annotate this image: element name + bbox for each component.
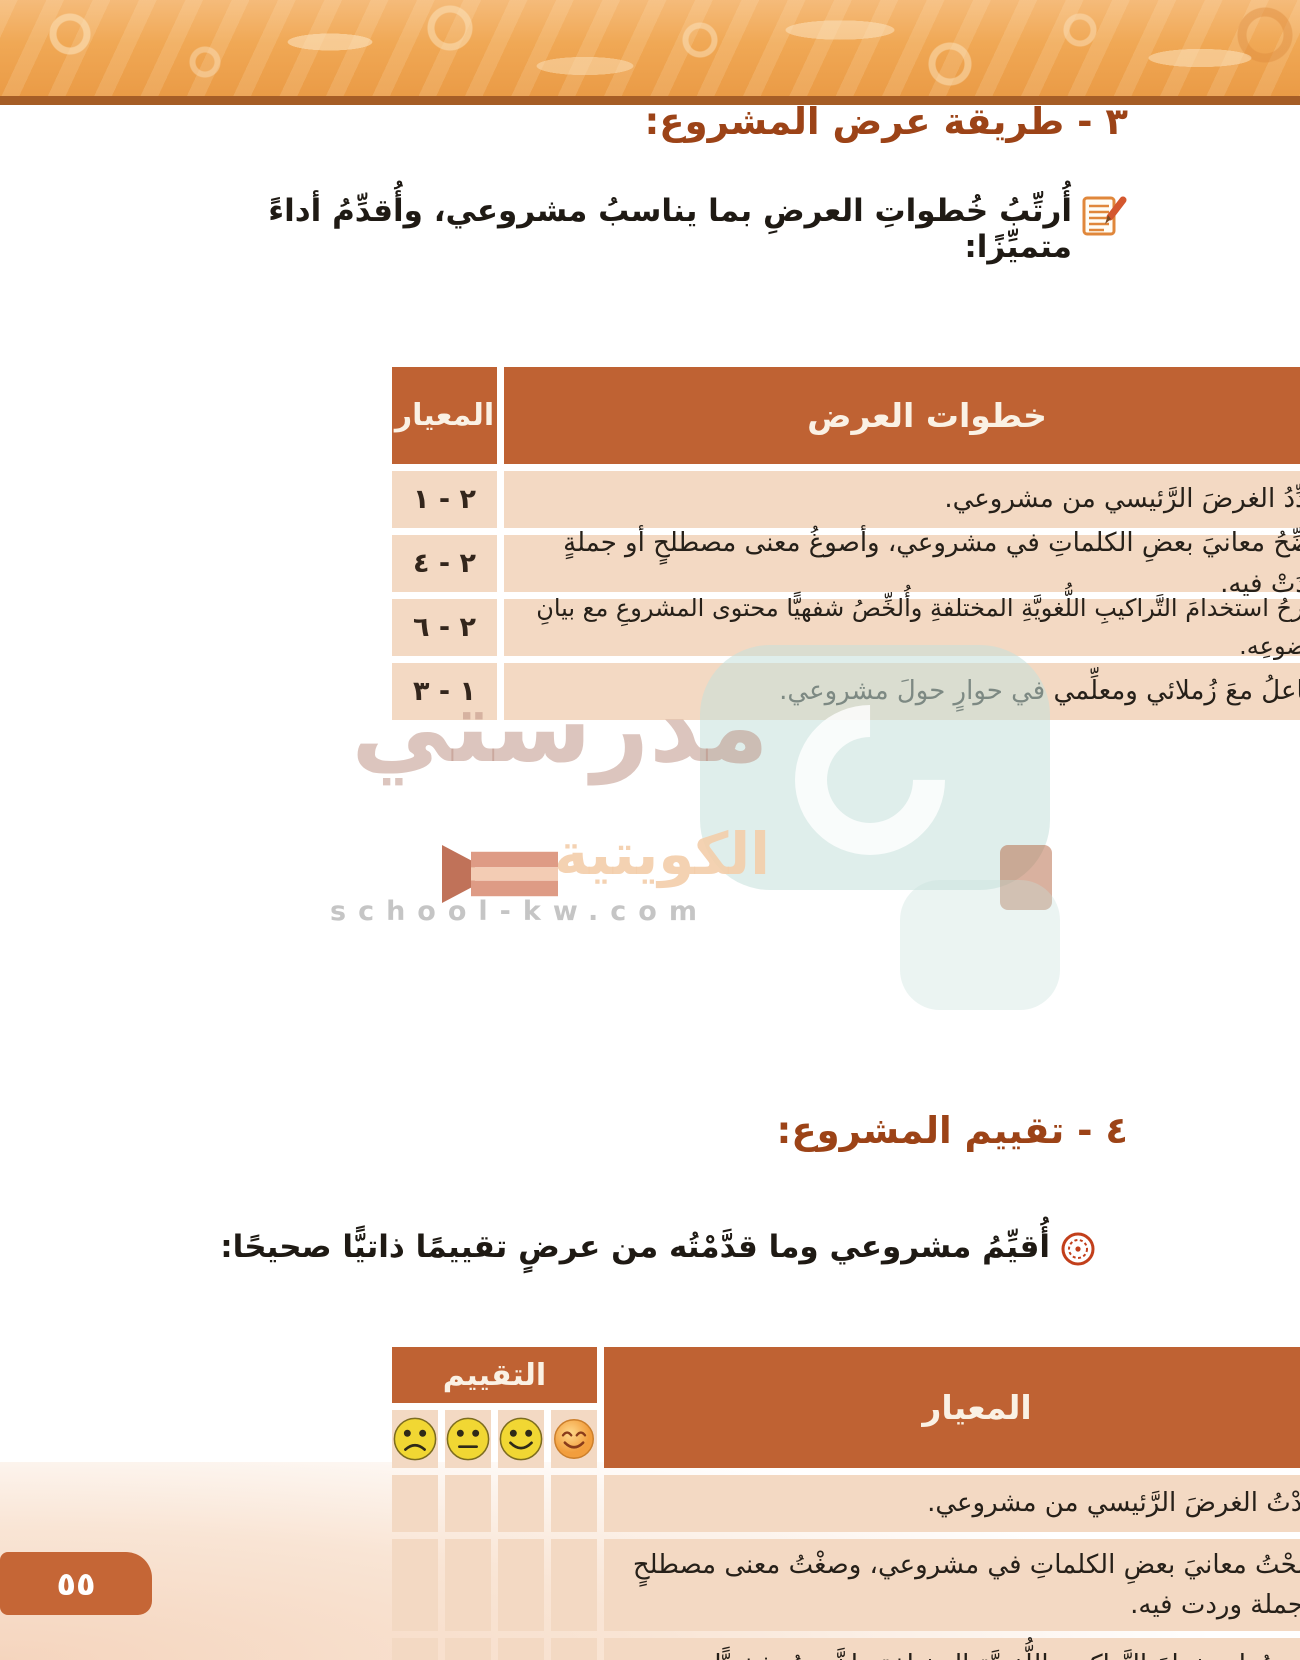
t1-header-steps: خطوات العرض bbox=[504, 367, 1300, 464]
watermark-subtitle: الكويتية bbox=[553, 820, 770, 888]
t2-criterion-text: حدَّدْتُ الغرضَ الرَّئيسي من مشروعي. bbox=[604, 1475, 1300, 1532]
t1-criterion-code: ٢ - ٦ bbox=[392, 599, 497, 656]
section-3-intro: أُرتِّبُ خُطواتِ العرضِ بما يناسبُ مشروع… bbox=[168, 193, 1128, 265]
t1-step-text: أُحدِّدُ الغرضَ الرَّئيسي من مشروعي. bbox=[504, 471, 1300, 528]
t2-header-criterion: المعيار bbox=[604, 1347, 1300, 1468]
kuwait-flag-icon bbox=[440, 845, 560, 907]
rating-cell bbox=[445, 1539, 491, 1631]
self-evaluation-table: م المعيار التقييم bbox=[392, 1347, 1300, 1660]
ornament-circle-icon bbox=[1060, 1231, 1096, 1275]
notepad-pencil-icon bbox=[1082, 195, 1128, 245]
happy-face-icon bbox=[498, 1410, 544, 1468]
page-number: ٥٥ bbox=[56, 1564, 96, 1603]
neutral-face-icon bbox=[445, 1410, 491, 1468]
t1-criterion-code: ٢ - ١ bbox=[392, 471, 497, 528]
t1-criterion-code: ١ - ٣ bbox=[392, 663, 497, 720]
rating-cell bbox=[498, 1638, 544, 1660]
rating-cell bbox=[498, 1475, 544, 1532]
watermark-logo-tab bbox=[1000, 845, 1052, 910]
section-3-intro-text: أُرتِّبُ خُطواتِ العرضِ بما يناسبُ مشروع… bbox=[268, 193, 1072, 265]
watermark-logo-blob bbox=[900, 880, 1060, 1010]
section-4-title: ٤ - تقييم المشروع: bbox=[776, 1109, 1128, 1152]
section-4-intro: أُقيِّمُ مشروعي وما قدَّمْتُه من عرضٍ تق… bbox=[196, 1229, 1096, 1275]
calligraphy-pattern-band bbox=[0, 0, 1300, 96]
page-number-tab: ٥٥ bbox=[0, 1552, 152, 1615]
rating-cell bbox=[551, 1539, 597, 1631]
t1-criterion-code: ٢ - ٤ bbox=[392, 535, 497, 592]
band-divider-line bbox=[0, 96, 1300, 105]
t1-header-criterion: المعيار bbox=[392, 367, 497, 464]
rating-cell bbox=[498, 1539, 544, 1631]
rating-cell bbox=[445, 1638, 491, 1660]
rating-cell bbox=[392, 1638, 438, 1660]
t2-header-rating: التقييم bbox=[392, 1347, 597, 1403]
rating-cell bbox=[445, 1475, 491, 1532]
section-4-intro-text: أُقيِّمُ مشروعي وما قدَّمْتُه من عرضٍ تق… bbox=[220, 1229, 1050, 1265]
section-3-title: ٣ - طريقة عرض المشروع: bbox=[644, 100, 1129, 143]
t1-step-text: أُوضِّحُ معانيَ بعضِ الكلماتِ في مشروعي،… bbox=[504, 528, 1300, 599]
very-happy-face-icon bbox=[551, 1410, 597, 1468]
t2-criterion-text: شرحتُ استخدامَ التَّراكيبِ اللُّغويَّةِ … bbox=[604, 1638, 1300, 1660]
rating-cell bbox=[392, 1539, 438, 1631]
rating-cell bbox=[392, 1475, 438, 1532]
presentation-steps-table: م خطوات العرض المعيار ١ أُحدِّدُ الغرضَ … bbox=[392, 367, 1300, 720]
t2-criterion-text: وضَّحْتُ معانيَ بعضِ الكلماتِ في مشروعي،… bbox=[604, 1539, 1300, 1631]
t1-step-text: أتفاعلُ معَ زُملائي ومعلِّمي في حوارٍ حو… bbox=[504, 663, 1300, 720]
watermark-site: school-kw.com bbox=[330, 896, 709, 927]
rating-cell bbox=[551, 1475, 597, 1532]
t1-step-text: أشرحُ استخدامَ التَّراكيبِ اللُّغويَّةِ … bbox=[504, 594, 1300, 660]
sad-face-icon bbox=[392, 1410, 438, 1468]
rating-cell bbox=[551, 1638, 597, 1660]
